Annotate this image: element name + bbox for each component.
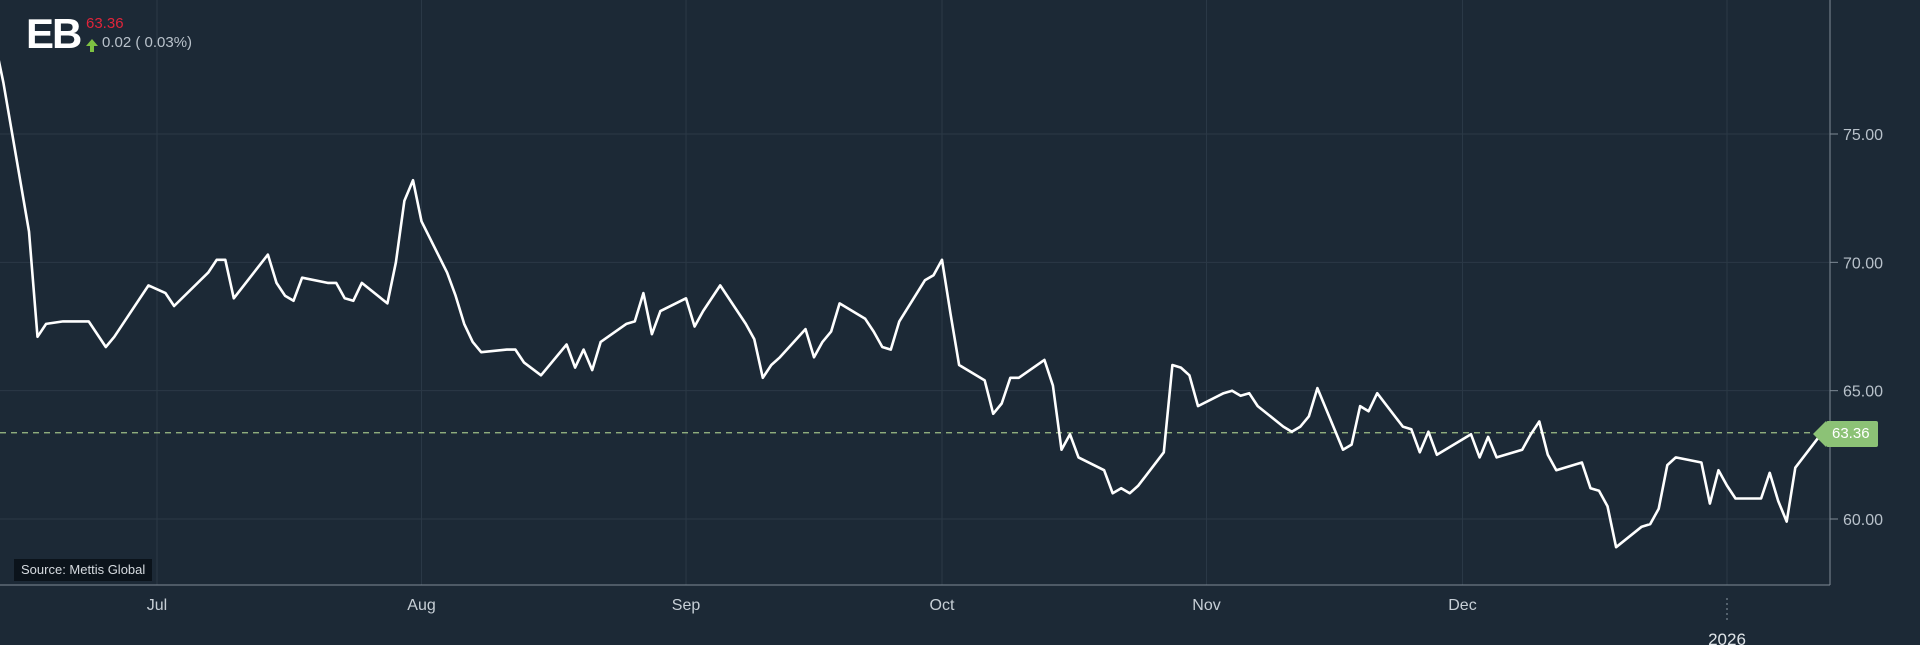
horizontal-gridlines xyxy=(0,133,1830,520)
x-tick-label-2026: 2026 xyxy=(1708,630,1746,645)
x-tick-label-Nov: Nov xyxy=(1192,597,1220,614)
x-tick-label-Sep: Sep xyxy=(672,597,701,614)
price-change: 0.02 ( 0.03%) xyxy=(86,34,193,52)
x-tick-label-Aug: Aug xyxy=(407,597,435,614)
price-change-text: 0.02 ( 0.03%) xyxy=(102,34,193,51)
ticker-symbol: EB xyxy=(26,10,82,57)
up-arrow-icon xyxy=(86,39,98,52)
y-axis-ticks: 60.00 65.00 70.00 75.00 xyxy=(1830,127,1883,529)
y-tick-label-70: 70.00 xyxy=(1843,255,1883,272)
x-tick-label-Jul: Jul xyxy=(147,597,167,614)
x-tick-label-Dec: Dec xyxy=(1448,597,1476,614)
last-price: 63.36 xyxy=(86,15,124,32)
x-axis-ticks: Jul Aug Sep Oct Nov Dec 2026 xyxy=(147,597,1746,645)
y-tick-label-65: 65.00 xyxy=(1843,384,1883,401)
y-tick-label-75: 75.00 xyxy=(1843,127,1883,144)
x-tick-label-Oct: Oct xyxy=(930,597,955,614)
y-tick-label-60: 60.00 xyxy=(1843,512,1883,529)
last-price-badge: 63.36 xyxy=(1813,421,1878,447)
vertical-gridlines xyxy=(156,0,1728,585)
source-label: Source: Mettis Global xyxy=(14,559,153,581)
price-series-line xyxy=(0,59,1830,549)
